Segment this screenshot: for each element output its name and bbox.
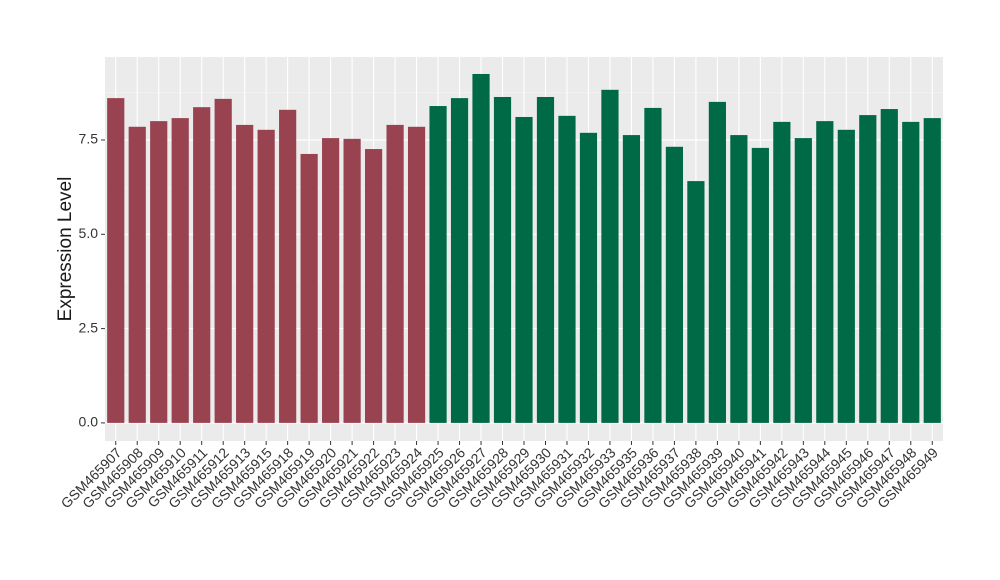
- bar: [859, 115, 877, 423]
- bar: [558, 115, 576, 423]
- y-axis-title: Expression Level: [55, 177, 76, 322]
- bar: [816, 121, 834, 423]
- bar: [493, 96, 512, 423]
- bar: [515, 116, 533, 423]
- bar: [902, 121, 920, 423]
- bar: [708, 101, 726, 423]
- bar: [773, 121, 791, 423]
- bar: [665, 146, 684, 423]
- bar: [536, 96, 555, 423]
- bar: [193, 107, 211, 423]
- y-tick-label: 2.5: [79, 319, 99, 335]
- bar: [429, 106, 447, 423]
- bar: [214, 98, 232, 423]
- bar: [880, 109, 898, 423]
- bar: [450, 98, 469, 423]
- bar: [364, 149, 383, 423]
- y-tick-label: 0.0: [79, 414, 99, 430]
- bar: [751, 147, 769, 423]
- bar: [128, 126, 146, 423]
- bar: [687, 181, 705, 423]
- bar: [150, 121, 168, 423]
- bar: [300, 153, 318, 423]
- bar: [601, 89, 619, 423]
- bar: [343, 138, 361, 423]
- bar: [472, 73, 490, 423]
- bar: [322, 138, 340, 423]
- bar: [923, 118, 941, 423]
- bar: [622, 135, 641, 423]
- bar: [644, 107, 662, 423]
- bar: [107, 98, 125, 423]
- bar: [257, 129, 275, 423]
- bar: [794, 138, 812, 423]
- bar: [236, 124, 254, 423]
- bar: [386, 124, 404, 423]
- y-tick-label: 5.0: [79, 225, 99, 241]
- bar: [730, 135, 748, 423]
- bar: [407, 126, 426, 423]
- bar: [171, 118, 189, 423]
- y-tick-label: 7.5: [79, 131, 99, 147]
- bar: [579, 132, 598, 423]
- bar: [279, 109, 297, 423]
- bar: [837, 129, 855, 423]
